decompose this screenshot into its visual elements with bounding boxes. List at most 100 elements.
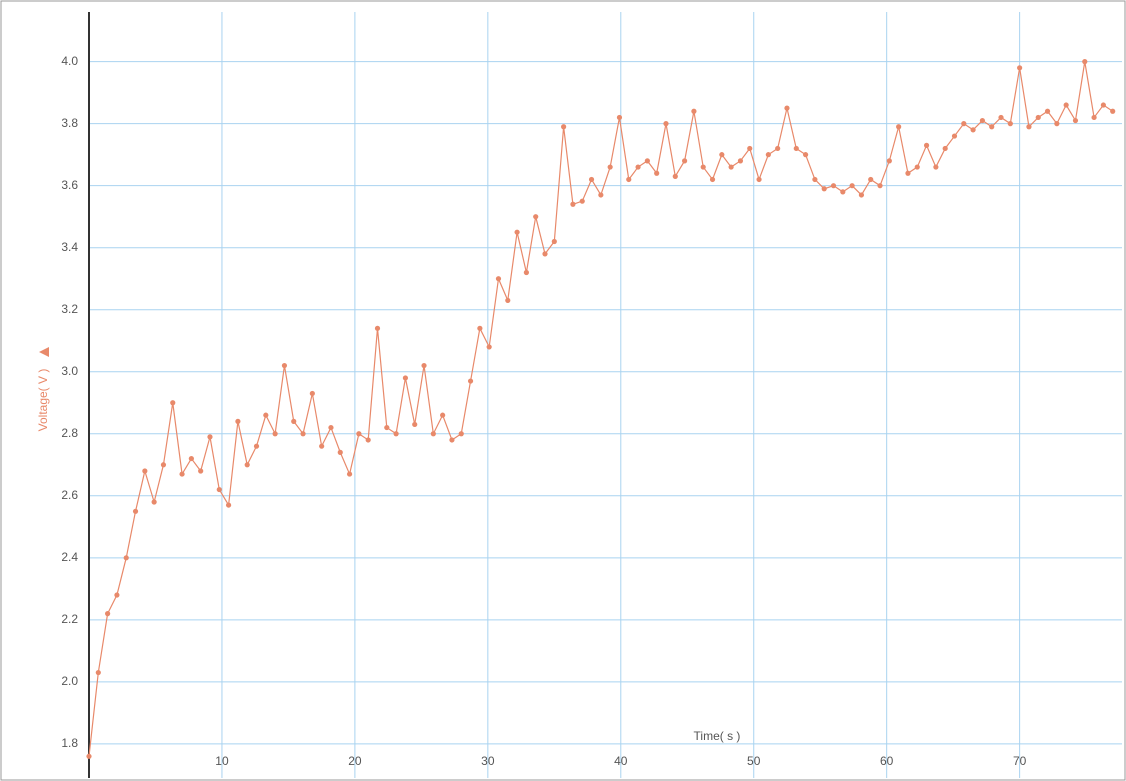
- data-point: [337, 449, 343, 455]
- data-point: [905, 170, 911, 176]
- data-point: [486, 344, 492, 350]
- data-point: [654, 170, 660, 176]
- x-tick-label: 50: [747, 754, 761, 768]
- data-point: [263, 412, 269, 418]
- data-point: [775, 145, 781, 152]
- data-point: [505, 297, 511, 304]
- data-point: [1082, 59, 1088, 65]
- data-point: [384, 424, 390, 431]
- data-point: [1063, 102, 1069, 108]
- data-point: [672, 173, 678, 179]
- data-point: [105, 611, 111, 617]
- data-point: [449, 437, 455, 443]
- data-point: [160, 462, 167, 468]
- data-point: [970, 127, 976, 133]
- data-point: [216, 486, 222, 493]
- data-point: [812, 176, 818, 183]
- data-point: [877, 183, 883, 189]
- y-tick-label: 2.8: [61, 426, 78, 440]
- data-point: [896, 124, 902, 130]
- y-tick-label: 3.4: [61, 240, 78, 254]
- data-point: [961, 121, 967, 127]
- data-point: [728, 164, 734, 170]
- data-point: [514, 229, 520, 235]
- data-point: [272, 431, 278, 437]
- y-tick-label: 2.0: [61, 674, 78, 688]
- data-point: [300, 431, 306, 437]
- data-point: [188, 455, 194, 462]
- data-point: [849, 183, 855, 189]
- data-point: [123, 555, 129, 561]
- y-tick-label: 3.6: [61, 178, 78, 192]
- data-point: [421, 362, 427, 369]
- grid: [89, 12, 1122, 778]
- data-point: [1044, 108, 1051, 114]
- y-tick-label: 1.8: [61, 736, 78, 750]
- data-point: [923, 142, 930, 148]
- data-point: [1007, 121, 1013, 127]
- data-point: [607, 164, 613, 170]
- data-point: [114, 592, 120, 598]
- data-point: [393, 431, 399, 437]
- y-tick-label: 2.2: [61, 612, 78, 626]
- data-point: [1100, 102, 1106, 108]
- x-tick-label: 20: [348, 754, 362, 768]
- data-point: [328, 424, 334, 431]
- data-point: [95, 669, 101, 676]
- data-point: [598, 192, 604, 198]
- x-axis-label: Time( s ): [694, 729, 741, 743]
- data-point: [1054, 121, 1060, 127]
- data-point: [151, 499, 157, 505]
- x-tick-label: 70: [1013, 754, 1027, 768]
- data-point: [663, 121, 669, 127]
- y-tick-label: 3.0: [61, 364, 78, 378]
- data-point: [951, 133, 958, 139]
- data-point: [551, 238, 557, 245]
- data-point: [207, 434, 213, 440]
- data-point: [588, 176, 595, 183]
- data-point: [765, 152, 771, 158]
- y-tick-label: 2.6: [61, 488, 78, 502]
- data-point: [142, 468, 148, 474]
- data-point: [412, 421, 418, 428]
- data-point: [225, 502, 232, 508]
- x-tick-label: 40: [614, 754, 628, 768]
- data-point: [570, 201, 576, 207]
- data-point: [365, 437, 371, 443]
- data-point: [170, 400, 176, 406]
- data-point: [477, 325, 483, 331]
- data-point: [309, 390, 315, 397]
- data-point: [933, 164, 939, 170]
- data-point: [542, 251, 548, 257]
- y-axis-label: Voltage( V ): [36, 369, 50, 432]
- data-point: [989, 124, 995, 130]
- data-point: [858, 192, 865, 198]
- data-point: [198, 468, 204, 474]
- data-point: [346, 471, 353, 477]
- data-point: [1035, 114, 1041, 121]
- data-point: [86, 753, 92, 759]
- data-point: [784, 105, 790, 111]
- data-point: [281, 362, 288, 369]
- data-point: [691, 108, 697, 114]
- data-point: [644, 158, 650, 164]
- data-point: [561, 124, 567, 130]
- data-point: [747, 145, 753, 152]
- data-point: [979, 117, 986, 124]
- data-point: [291, 418, 297, 424]
- data-point: [719, 152, 725, 158]
- y-tick-label: 3.8: [61, 116, 78, 130]
- x-tick-label: 10: [215, 754, 229, 768]
- data-point: [356, 431, 362, 437]
- data-point: [682, 158, 688, 164]
- data-point: [319, 443, 325, 449]
- data-point: [132, 508, 139, 514]
- data-point: [495, 276, 502, 282]
- y-tick-label: 2.4: [61, 550, 78, 564]
- data-point: [830, 183, 837, 189]
- data-point: [737, 158, 744, 164]
- data-point: [886, 158, 892, 164]
